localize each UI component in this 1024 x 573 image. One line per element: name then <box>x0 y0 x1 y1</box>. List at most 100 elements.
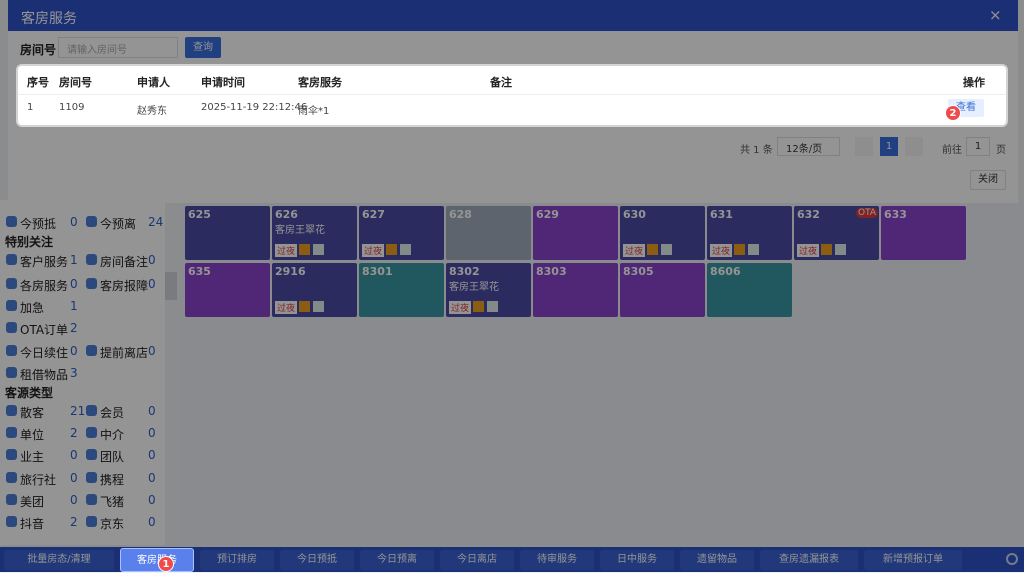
room-icon <box>299 301 310 312</box>
sidebar-label[interactable]: 单位 <box>20 428 45 442</box>
sidebar-label[interactable]: 租借物品 <box>20 368 69 382</box>
sidebar-icon <box>86 494 97 505</box>
sidebar-icon <box>6 278 17 289</box>
table-divider <box>18 94 1006 95</box>
sidebar-label[interactable]: 今日续住 <box>20 346 69 360</box>
room-tile[interactable]: 633 <box>881 206 966 260</box>
toolbar-button[interactable]: 查房遗漏报表 <box>760 550 858 570</box>
sidebar-count: 0 <box>148 253 156 267</box>
pagination-total: 共 1 条 <box>740 145 773 156</box>
sidebar-label[interactable]: 团队 <box>100 450 125 464</box>
close-button[interactable]: 关闭 <box>970 170 1006 190</box>
sidebar-label[interactable]: OTA订单 <box>20 323 69 337</box>
page-current[interactable]: 1 <box>880 137 898 156</box>
room-guest: 客房王翠花 <box>449 282 499 293</box>
sidebar-label[interactable]: 今预离 <box>100 217 137 231</box>
sidebar-label[interactable]: 提前离店 <box>100 346 149 360</box>
toolbar-button[interactable]: 今日离店 <box>440 550 514 570</box>
room-number: 629 <box>536 208 559 221</box>
sidebar-label[interactable]: 散客 <box>20 406 45 420</box>
sidebar-toggle[interactable] <box>165 272 177 300</box>
room-icon <box>487 301 498 312</box>
sidebar-count: 0 <box>148 404 156 418</box>
room-tile[interactable]: 632 OTA 过夜 <box>794 206 879 260</box>
sidebar-label[interactable]: 客房报障 <box>100 279 149 293</box>
room-tile[interactable]: 8301 <box>359 263 444 317</box>
sidebar-label[interactable]: 加急 <box>20 301 45 315</box>
room-tile[interactable]: 630 过夜 <box>620 206 705 260</box>
room-tile[interactable]: 8606 <box>707 263 792 317</box>
toolbar-button[interactable]: 待审服务 <box>520 550 594 570</box>
sidebar-count: 21 <box>70 404 86 418</box>
step-badge: 2 <box>945 105 961 121</box>
table-header: 申请时间 <box>201 76 245 89</box>
sidebar-icon <box>86 254 97 265</box>
sidebar-label[interactable]: 房间备注 <box>100 255 149 269</box>
room-number: 8302 <box>449 265 480 278</box>
toolbar-button[interactable]: 今日预离 <box>360 550 434 570</box>
room-tile[interactable]: 631 过夜 <box>707 206 792 260</box>
room-number: 627 <box>362 208 385 221</box>
sidebar-label[interactable]: 业主 <box>20 450 45 464</box>
room-number: 631 <box>710 208 733 221</box>
modal-close-icon[interactable]: × <box>989 6 1002 24</box>
sidebar-label[interactable]: 今预抵 <box>20 217 57 231</box>
sidebar <box>0 200 165 545</box>
sidebar-label[interactable]: 会员 <box>100 406 125 420</box>
room-tile[interactable]: 8305 <box>620 263 705 317</box>
toolbar-button[interactable]: 遗留物品 <box>680 550 754 570</box>
room-tag: 过夜 <box>797 244 820 257</box>
toolbar-button[interactable]: 今日预抵 <box>280 550 354 570</box>
modal-header <box>8 0 1018 31</box>
room-tile[interactable]: 628 <box>446 206 531 260</box>
search-label: 房间号 <box>20 43 57 57</box>
goto-input[interactable]: 1 <box>966 137 990 156</box>
sidebar-icon <box>6 254 17 265</box>
room-tile[interactable]: 8302 客房王翠花 过夜 <box>446 263 531 317</box>
room-tile[interactable]: 625 <box>185 206 270 260</box>
search-input[interactable]: 请输入房间号 <box>58 37 178 58</box>
sidebar-count: 1 <box>70 253 78 267</box>
room-number: 630 <box>623 208 646 221</box>
toolbar-button[interactable]: 批量房态/清理 <box>4 550 114 570</box>
room-tile[interactable]: 627 过夜 <box>359 206 444 260</box>
room-icon <box>400 244 411 255</box>
page-size-select[interactable]: 12条/页 <box>777 137 840 156</box>
sidebar-label[interactable]: 中介 <box>100 428 125 442</box>
toolbar-button[interactable]: 日中服务 <box>600 550 674 570</box>
toolbar-button[interactable]: 客房服务 <box>120 548 194 572</box>
prev-button[interactable] <box>855 137 873 156</box>
room-tile[interactable]: 629 <box>533 206 618 260</box>
sidebar-label[interactable]: 飞猪 <box>100 495 125 509</box>
sidebar-count: 0 <box>148 426 156 440</box>
room-tile[interactable]: 626 客房王翠花 过夜 <box>272 206 357 260</box>
query-button[interactable]: 查询 <box>185 37 221 58</box>
sidebar-icon <box>86 427 97 438</box>
sidebar-count: 0 <box>148 448 156 462</box>
room-tile[interactable]: 8303 <box>533 263 618 317</box>
room-tile[interactable]: 2916 过夜 <box>272 263 357 317</box>
sidebar-label[interactable]: 美团 <box>20 495 45 509</box>
next-button[interactable] <box>905 137 923 156</box>
room-number: 8606 <box>710 265 741 278</box>
sidebar-label[interactable]: 旅行社 <box>20 473 57 487</box>
sidebar-icon <box>6 322 17 333</box>
sidebar-label[interactable]: 客户服务 <box>20 255 69 269</box>
sidebar-label[interactable]: 各房服务 <box>20 279 69 293</box>
toolbar-button[interactable]: 新增预报订单 <box>864 550 962 570</box>
room-tag: 过夜 <box>623 244 646 257</box>
table-header: 序号 <box>27 76 49 89</box>
sidebar-label[interactable]: 京东 <box>100 517 125 531</box>
sidebar-icon <box>6 367 17 378</box>
sidebar-count: 0 <box>148 471 156 485</box>
table-header: 房间号 <box>59 76 92 89</box>
settings-icon[interactable] <box>1006 553 1018 565</box>
sidebar-count: 24 <box>148 215 164 229</box>
sidebar-count: 0 <box>70 493 78 507</box>
sidebar-label[interactable]: 携程 <box>100 473 125 487</box>
toolbar-button[interactable]: 预订排房 <box>200 550 274 570</box>
sidebar-icon <box>6 516 17 527</box>
room-tile[interactable]: 635 <box>185 263 270 317</box>
sidebar-label[interactable]: 抖音 <box>20 517 45 531</box>
sidebar-icon <box>86 345 97 356</box>
